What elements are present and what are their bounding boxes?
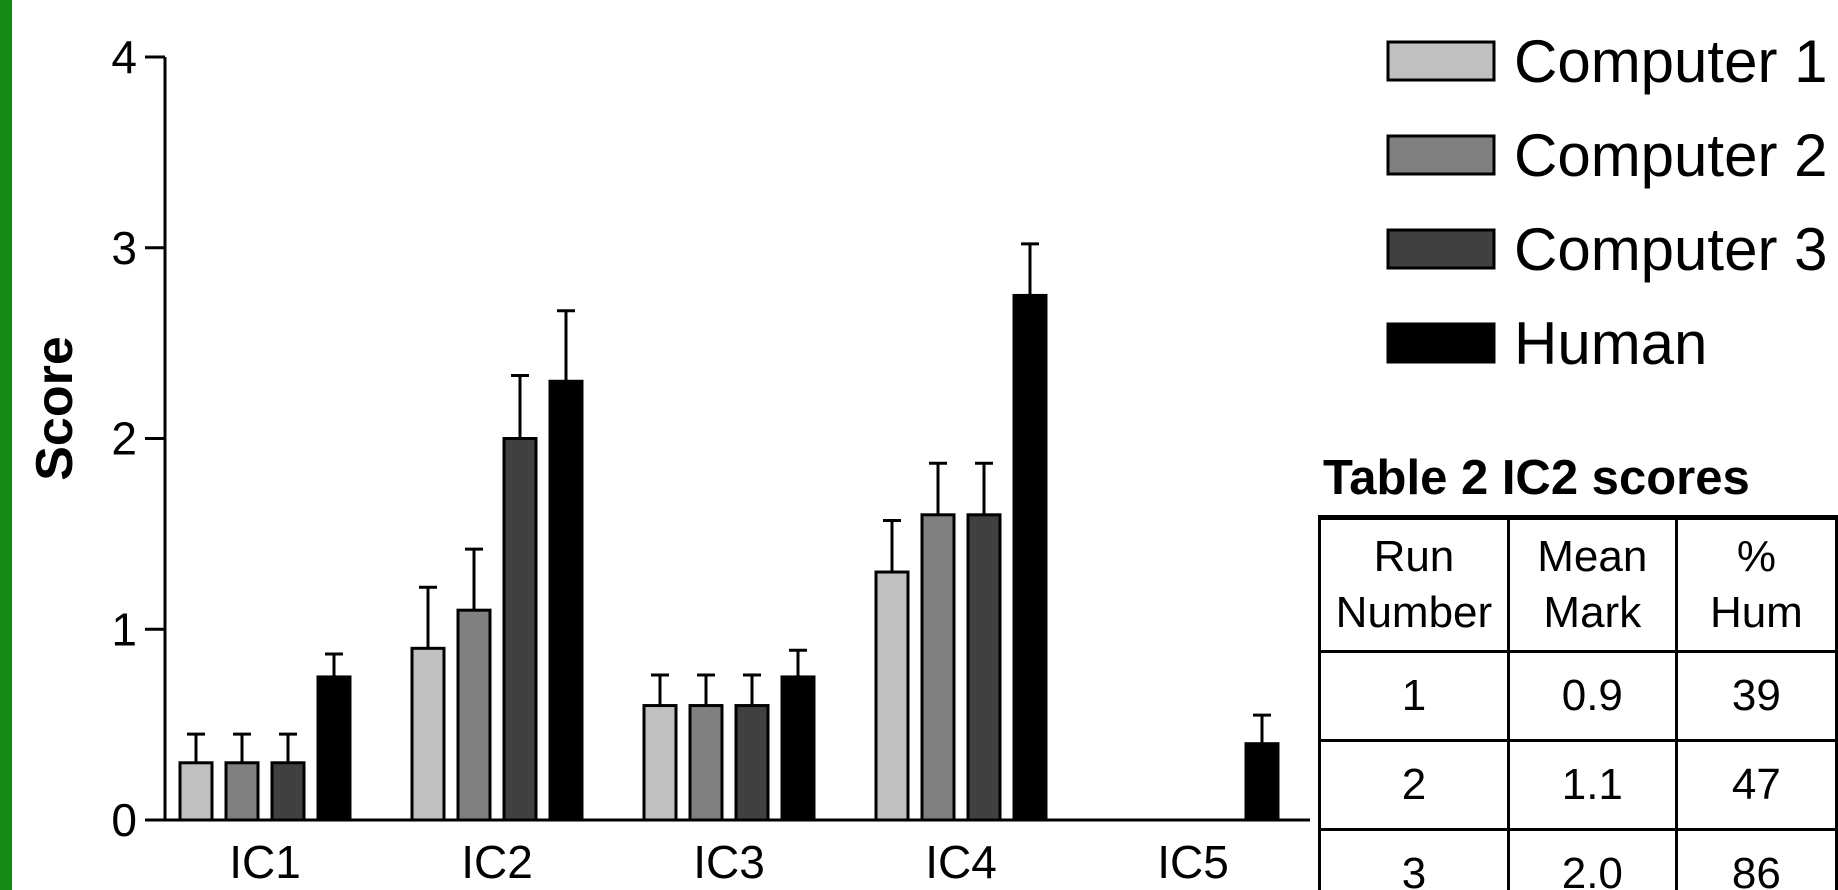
chart-legend: Computer 1 Computer 2 Computer 3 Human <box>1386 28 1827 377</box>
bar <box>874 570 910 822</box>
legend-swatch <box>1386 40 1496 82</box>
y-tick-label: 3 <box>111 222 137 274</box>
bar <box>642 704 678 822</box>
header-percent-human: % Hum <box>1674 516 1838 653</box>
bar <box>224 761 260 822</box>
header-text: Hum <box>1709 588 1803 637</box>
x-category-label: IC3 <box>693 836 765 888</box>
y-tick-label: 4 <box>111 31 137 83</box>
table-cell: 2 <box>1318 739 1510 831</box>
legend-label: Computer 1 <box>1514 28 1827 95</box>
legend-swatch <box>1386 228 1496 270</box>
bar <box>316 675 352 822</box>
legend-label: Computer 2 <box>1514 122 1827 189</box>
bar <box>410 646 446 822</box>
table-cell: 47 <box>1674 739 1838 831</box>
table-cell: 2.0 <box>1506 828 1678 890</box>
table-header-row: Run Number Mean Mark % Hum <box>1318 516 1838 653</box>
y-tick-label: 1 <box>111 603 137 655</box>
x-category-label: IC4 <box>925 836 997 888</box>
legend-label: Human <box>1514 310 1707 377</box>
header-text: Mean <box>1537 532 1648 581</box>
y-tick-label: 0 <box>111 794 137 846</box>
header-run-number: Run Number <box>1318 516 1510 653</box>
left-accent-bar <box>0 0 12 890</box>
chart-labels: 0 1 2 3 4 Score IC1 IC2 IC3 IC4 IC5 <box>26 31 1229 888</box>
ic2-scores-table: Run Number Mean Mark % Hum 1 0.9 39 <box>1318 515 1838 890</box>
table-cell: 1.1 <box>1506 739 1678 831</box>
bar <box>178 761 214 822</box>
table-cell: 86 <box>1674 828 1838 890</box>
bar <box>734 704 770 822</box>
table-row: 2 1.1 47 <box>1318 739 1838 831</box>
bar <box>548 379 584 822</box>
legend-swatch <box>1386 322 1496 364</box>
table-row: 1 0.9 39 <box>1318 650 1838 742</box>
bar <box>688 704 724 822</box>
table-row: 3 2.0 86 <box>1318 828 1838 890</box>
table-title: Table 2 IC2 scores <box>1323 451 1750 505</box>
y-axis-title: Score <box>26 336 84 481</box>
x-category-label: IC1 <box>229 836 301 888</box>
header-text: Mark <box>1543 588 1642 637</box>
bar <box>502 437 538 822</box>
bar <box>966 513 1002 822</box>
bar <box>1012 293 1048 822</box>
header-text: Run <box>1373 532 1455 581</box>
legend-swatch <box>1386 134 1496 176</box>
chart-bars <box>178 242 1280 822</box>
x-category-label: IC2 <box>461 836 533 888</box>
table-cell: 0.9 <box>1506 650 1678 742</box>
bar <box>920 513 956 822</box>
x-category-label: IC5 <box>1157 836 1229 888</box>
bar <box>780 675 816 822</box>
y-tick-label: 2 <box>111 413 137 465</box>
table-cell: 3 <box>1318 828 1510 890</box>
table-cell: 1 <box>1318 650 1510 742</box>
header-text: Number <box>1335 588 1493 637</box>
bar <box>270 761 306 822</box>
header-mean-mark: Mean Mark <box>1506 516 1678 653</box>
bar <box>456 608 492 822</box>
header-text: % <box>1736 532 1776 581</box>
table-cell: 39 <box>1674 650 1838 742</box>
bar <box>1244 742 1280 822</box>
legend-label: Computer 3 <box>1514 216 1827 283</box>
